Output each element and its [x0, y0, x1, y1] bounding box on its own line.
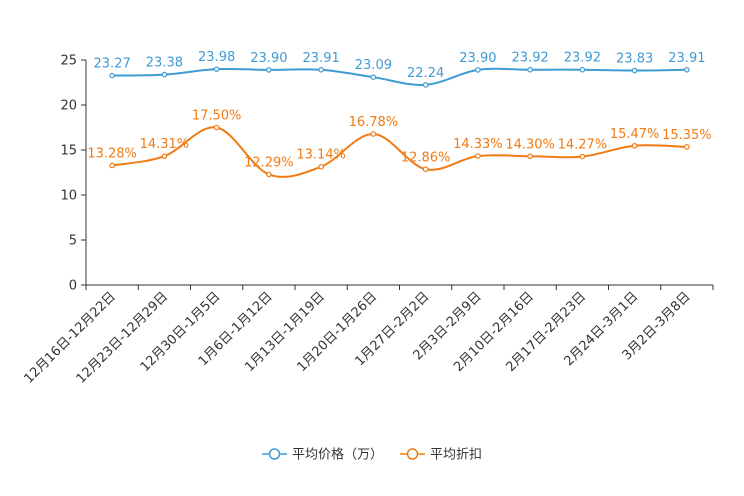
legend-label: 平均价格（万）: [292, 447, 383, 463]
data-point[interactable]: [161, 71, 168, 78]
legend-marker-icon: [406, 448, 419, 460]
data-point[interactable]: [527, 153, 533, 160]
data-label: 23.90: [250, 51, 287, 66]
series-line-0: [112, 67, 687, 86]
legend-item-1[interactable]: 平均折扣: [400, 448, 482, 463]
data-point[interactable]: [370, 131, 377, 137]
data-label: 23.09: [355, 58, 392, 73]
y-tick-label: 10: [60, 189, 77, 204]
data-label: 23.38: [146, 56, 183, 71]
data-point[interactable]: [161, 153, 168, 160]
data-point[interactable]: [579, 66, 586, 73]
data-label: 23.27: [94, 57, 131, 72]
data-label: 23.90: [459, 51, 496, 66]
data-point[interactable]: [318, 67, 324, 73]
y-tick-label: 0: [69, 279, 77, 294]
legend-marker-icon: [268, 448, 281, 460]
data-point[interactable]: [475, 67, 481, 73]
legend-label: 平均折扣: [430, 448, 482, 463]
x-tick-label: 12月16日-12月22日: [21, 289, 118, 386]
data-point[interactable]: [684, 144, 690, 150]
x-tick-label: 12月23日-12月29日: [74, 289, 171, 386]
data-point[interactable]: [422, 166, 429, 173]
data-label: 23.92: [512, 51, 549, 66]
data-label: 12.86%: [401, 150, 451, 165]
data-point[interactable]: [422, 82, 429, 88]
data-point[interactable]: [109, 72, 115, 79]
data-point[interactable]: [684, 67, 690, 73]
series-points: [109, 66, 690, 178]
data-point[interactable]: [266, 171, 272, 178]
data-point[interactable]: [579, 153, 586, 160]
data-label: 12.29%: [244, 155, 294, 170]
data-point[interactable]: [213, 66, 220, 72]
data-label: 23.91: [668, 51, 705, 66]
legend-item-0[interactable]: 平均价格（万）: [262, 447, 383, 463]
data-label: 15.35%: [662, 128, 712, 143]
data-point[interactable]: [370, 74, 377, 80]
data-point[interactable]: [213, 124, 220, 131]
chart-axes: 051015202512月16日-12月22日12月23日-12月29日12月3…: [21, 54, 714, 387]
data-label: 14.31%: [140, 137, 190, 152]
data-point[interactable]: [266, 67, 272, 73]
data-point[interactable]: [318, 163, 324, 170]
data-label: 14.27%: [558, 138, 608, 153]
data-label: 23.98: [198, 50, 235, 65]
data-label: 23.91: [303, 51, 340, 66]
data-label: 22.24: [407, 66, 444, 81]
data-label: 15.47%: [610, 127, 660, 142]
data-label: 14.33%: [453, 137, 503, 152]
y-tick-label: 20: [60, 99, 77, 114]
data-label: 13.14%: [296, 148, 346, 163]
data-label: 17.50%: [192, 109, 242, 124]
data-label: 13.28%: [87, 146, 137, 161]
y-tick-label: 15: [60, 144, 77, 159]
data-label: 16.78%: [349, 115, 399, 130]
data-label: 14.30%: [505, 137, 555, 152]
y-tick-label: 25: [60, 54, 77, 69]
data-point[interactable]: [631, 142, 638, 149]
chart-legend[interactable]: 平均价格（万） 平均折扣: [262, 447, 482, 463]
data-point[interactable]: [475, 153, 481, 159]
data-point[interactable]: [527, 66, 533, 73]
data-label: 23.92: [564, 51, 601, 66]
data-point[interactable]: [631, 67, 638, 74]
y-tick-label: 5: [69, 234, 77, 249]
data-point[interactable]: [109, 162, 115, 169]
data-label: 23.83: [616, 52, 653, 67]
series-data-labels: 23.27 23.38 23.98 23.90 23.91 23.09 22.24 23.90…: [87, 50, 711, 170]
